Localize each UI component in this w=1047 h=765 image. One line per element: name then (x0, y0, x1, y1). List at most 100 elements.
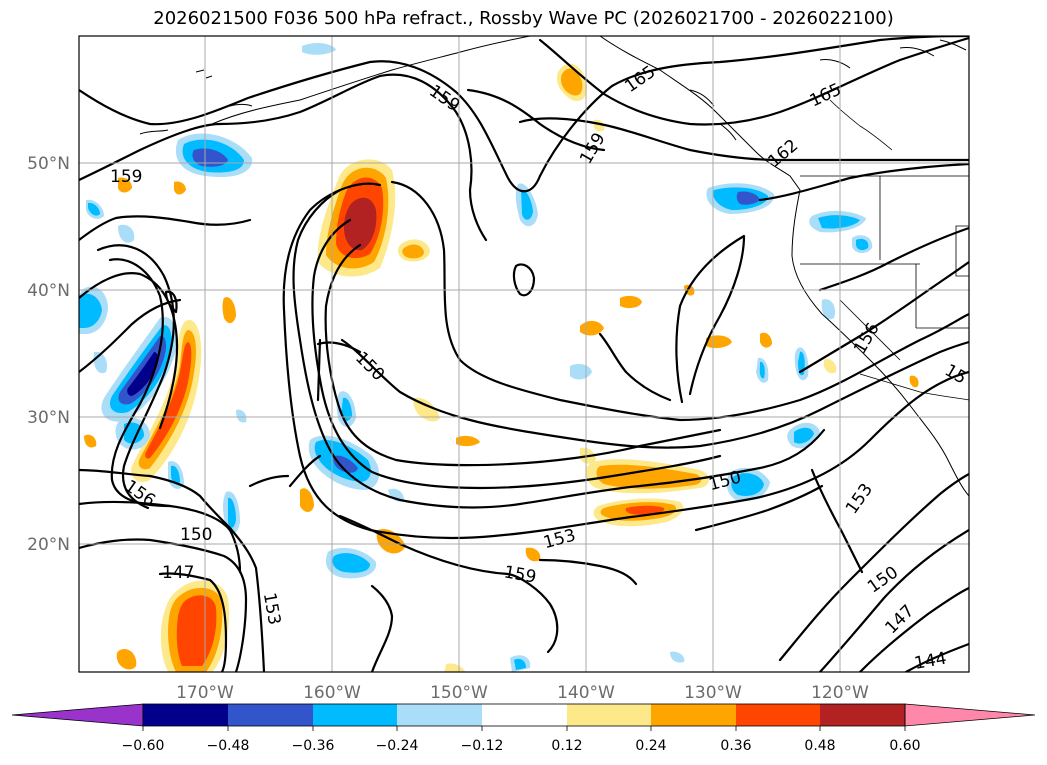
lat-label: 30°N (27, 408, 70, 428)
positive-anomaly (118, 177, 132, 193)
contour-label: 147 (162, 563, 194, 583)
negative-anomaly (127, 352, 159, 396)
positive-anomaly (300, 488, 314, 512)
lon-label: 130°W (684, 683, 742, 703)
colorbar-tick-label: −0.12 (461, 738, 504, 754)
negative-anomaly (794, 427, 814, 444)
contour-label: 153 (842, 480, 877, 518)
map-panel: 159 159 165 165 159 162 156 150 156 150 … (79, 36, 970, 674)
contour-label: 150 (351, 348, 388, 385)
contour-lines (79, 36, 969, 672)
negative-anomaly (333, 455, 358, 473)
negative-anomaly (236, 409, 247, 423)
lon-label: 170°W (176, 683, 234, 703)
negative-anomaly (670, 651, 685, 663)
colorbar-tick-label: 0.24 (635, 738, 666, 754)
contour-label: 150 (864, 562, 902, 597)
coastlines (139, 36, 969, 497)
contour-label: 15 (941, 360, 970, 388)
longitude-labels: 170°W 160°W 150°W 140°W 130°W 120°W (176, 683, 869, 703)
positive-anomaly (344, 197, 377, 251)
negative-anomaly (302, 43, 336, 55)
colorbar-tick-label: −0.24 (376, 738, 419, 754)
negative-anomaly (171, 465, 180, 484)
colorbar-bin (820, 704, 905, 726)
colorbar-bin (397, 704, 482, 726)
negative-anomaly (341, 397, 352, 422)
positive-anomaly (625, 505, 665, 515)
lon-label: 150°W (430, 683, 488, 703)
negative-anomaly (79, 293, 102, 328)
colorbar-bin (736, 704, 820, 726)
colorbar-tick-label: 0.60 (889, 738, 920, 754)
positive-anomaly (116, 648, 137, 670)
colorbar: −0.60 −0.48 −0.36 −0.24 −0.12 0.12 0.24 … (11, 703, 1036, 754)
lat-label: 20°N (27, 535, 70, 555)
negative-anomaly (736, 191, 760, 205)
graticule (79, 36, 969, 672)
colorbar-bin (143, 704, 228, 726)
colorbar-bin (228, 704, 313, 726)
colorbar-tick-label: 0.12 (551, 738, 582, 754)
contour-label: 147 (881, 601, 918, 638)
negative-anomaly (228, 497, 236, 528)
positive-anomaly (222, 297, 236, 324)
negative-anomaly (388, 488, 404, 502)
contour-label: 165 (807, 80, 845, 112)
negative-anomaly (332, 553, 370, 573)
colorbar-tick-label: 0.48 (804, 738, 835, 754)
lon-label: 160°W (303, 683, 361, 703)
colorbar-extend-right (904, 703, 1036, 727)
positive-anomaly (760, 332, 772, 348)
negative-anomaly (759, 361, 765, 379)
lat-label: 40°N (27, 281, 70, 301)
latitude-labels: 50°N 40°N 30°N 20°N (27, 154, 70, 555)
colorbar-tick-label: −0.36 (292, 738, 335, 754)
colorbar-tick-label: 0.36 (720, 738, 751, 754)
contour-label: 159 (576, 130, 610, 168)
negative-anomaly (88, 202, 100, 216)
positive-anomaly (84, 434, 97, 448)
negative-anomaly (514, 658, 526, 670)
shading-layer (79, 43, 919, 672)
contour-label: 150 (180, 525, 212, 545)
positive-anomaly (174, 181, 186, 195)
map-title: 2026021500 F036 500 hPa refract., Rossby… (153, 8, 894, 29)
lon-label: 140°W (557, 683, 615, 703)
colorbar-bin (313, 704, 397, 726)
colorbar-bin (651, 704, 736, 726)
lat-label: 50°N (27, 154, 70, 174)
negative-anomaly (118, 224, 135, 243)
positive-anomaly (620, 295, 642, 309)
colorbar-ticks (142, 726, 906, 731)
colorbar-tick-label: −0.60 (122, 738, 165, 754)
negative-anomaly (821, 299, 836, 320)
contour-label: 162 (765, 136, 803, 172)
contour-label: 159 (110, 167, 142, 187)
colorbar-bin (482, 704, 567, 726)
map-frame (78, 35, 970, 673)
colorbar-extend-left (11, 703, 144, 727)
negative-anomaly (192, 148, 228, 167)
positive-anomaly (525, 547, 541, 562)
colorbar-tick-label: −0.48 (207, 738, 250, 754)
positive-anomaly (402, 244, 424, 259)
negative-anomaly (818, 215, 860, 229)
negative-anomaly (521, 189, 533, 220)
colorbar-bin (567, 704, 651, 726)
positive-anomaly (823, 358, 837, 374)
contour-label: 153 (259, 591, 284, 626)
positive-anomaly (909, 375, 919, 388)
positive-anomaly (560, 68, 583, 96)
positive-anomaly (444, 663, 466, 672)
positive-anomaly (456, 435, 480, 447)
contour-label: 144 (913, 649, 948, 674)
lon-label: 120°W (811, 683, 869, 703)
contour-label: 159 (502, 562, 537, 587)
negative-anomaly (731, 473, 764, 496)
negative-anomaly (570, 364, 592, 380)
positive-anomaly (176, 595, 217, 666)
positive-anomaly (145, 342, 192, 459)
negative-anomaly (856, 238, 869, 251)
